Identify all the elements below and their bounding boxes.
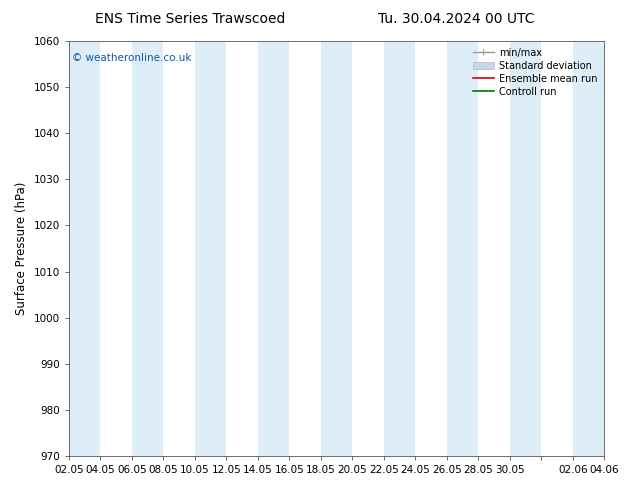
- Bar: [321, 41, 353, 456]
- Bar: [384, 41, 415, 456]
- Bar: [132, 41, 164, 456]
- Legend: min/max, Standard deviation, Ensemble mean run, Controll run: min/max, Standard deviation, Ensemble me…: [469, 44, 601, 100]
- Y-axis label: Surface Pressure (hPa): Surface Pressure (hPa): [15, 182, 28, 315]
- Bar: [258, 41, 289, 456]
- Bar: [510, 41, 541, 456]
- Text: Tu. 30.04.2024 00 UTC: Tu. 30.04.2024 00 UTC: [378, 12, 534, 26]
- Text: ENS Time Series Trawscoed: ENS Time Series Trawscoed: [95, 12, 285, 26]
- Bar: [573, 41, 604, 456]
- Text: © weatheronline.co.uk: © weatheronline.co.uk: [72, 53, 191, 64]
- Bar: [447, 41, 478, 456]
- Bar: [195, 41, 226, 456]
- Bar: [69, 41, 100, 456]
